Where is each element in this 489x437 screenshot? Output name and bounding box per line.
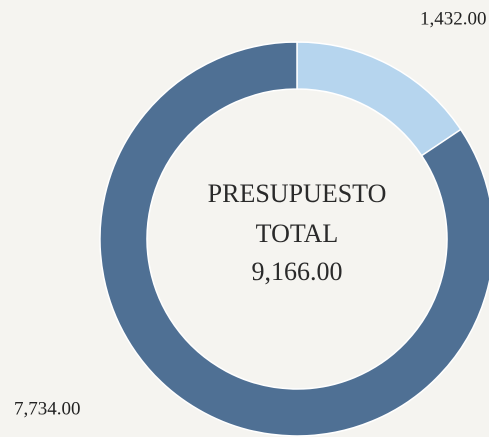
slice: [99, 41, 489, 437]
center-title: PRESUPUESTO: [208, 179, 387, 208]
donut: [99, 41, 489, 437]
value-label: 1,432.00: [420, 8, 487, 29]
value-label: 7,734.00: [14, 398, 81, 419]
center-total: 9,166.00: [252, 257, 343, 286]
center-title: TOTAL: [256, 219, 339, 248]
